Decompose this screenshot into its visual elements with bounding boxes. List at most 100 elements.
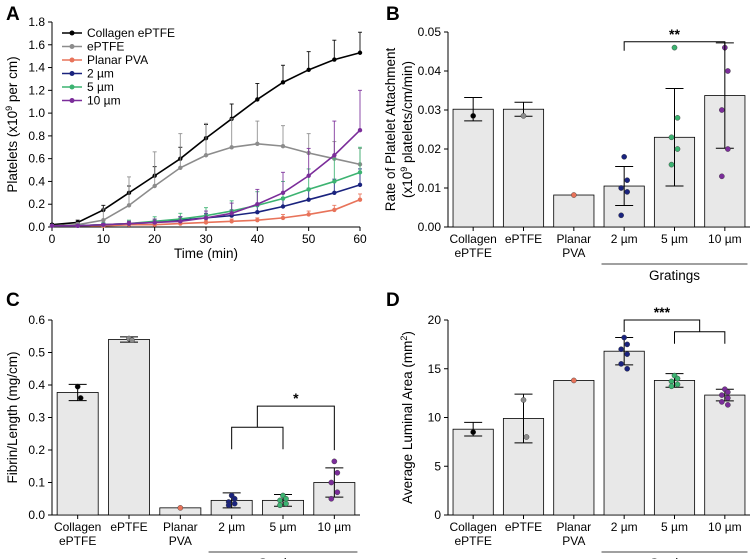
b-data-point [668, 134, 675, 141]
d-y-tick-label: 20 [428, 313, 442, 327]
b-bar [553, 194, 595, 228]
a-data-point [332, 179, 337, 184]
d-bar-group-1 [502, 393, 545, 516]
b-bar-group-5 [704, 42, 746, 228]
a-data-point [357, 50, 363, 55]
c-data-point [334, 469, 341, 476]
a-y-tick-label: 1.6 [28, 38, 45, 52]
b-x-tick-label-0-line2: ePTFE [454, 246, 491, 260]
a-data-point [332, 153, 337, 158]
a-x-tick-label: 40 [251, 232, 265, 246]
b-x-tick-label-3: 2 µm [611, 232, 638, 246]
c-data-point [74, 383, 81, 390]
panel-letter-a: A [6, 4, 20, 25]
c-data-point [231, 495, 238, 502]
c-data-point [77, 395, 84, 401]
a-data-point [332, 190, 337, 196]
panel-letter-b: B [386, 4, 400, 25]
a-legend-marker [69, 30, 75, 36]
d-data-point [674, 381, 681, 388]
a-data-point [306, 187, 311, 192]
d-data-point [674, 375, 681, 382]
b-data-point [671, 44, 678, 51]
a-x-tick-label: 60 [353, 232, 367, 246]
b-data-point [624, 189, 630, 195]
a-data-point [280, 190, 286, 196]
a-y-axis-label: Platelets (x109 per cm) [4, 56, 20, 192]
c-sig-bracket [256, 405, 335, 451]
a-data-point [280, 143, 286, 149]
a-data-point [306, 197, 311, 202]
c-y-tick-label: 0.4 [28, 378, 45, 392]
c-sig-label: * [293, 390, 299, 406]
a-legend-marker [69, 98, 75, 103]
d-y-tick-label: 5 [434, 459, 441, 473]
c-y-tick-label: 0.2 [28, 443, 45, 457]
a-data-point [203, 215, 209, 221]
b-data-point [618, 185, 624, 191]
d-x-tick-label-0: Collagen [449, 520, 496, 534]
c-x-tick-label-0: Collagen [54, 520, 101, 534]
d-y-tick-label: 10 [428, 411, 442, 425]
b-y-axis-label-line2: (x109 platelets/cm/min) [399, 61, 415, 198]
a-x-tick-label: 20 [148, 232, 162, 246]
a-y-axis-label-tail: per cm) [5, 56, 20, 106]
d-sig-bracket [623, 319, 701, 332]
b-y-tick-label: 0.01 [418, 181, 442, 195]
a-data-point [357, 170, 363, 175]
d-bar [553, 380, 595, 516]
a-x-axis-label: Time (min) [174, 246, 238, 261]
a-data-point [306, 173, 311, 178]
c-bar-group-4 [262, 492, 304, 516]
d-y-axis-label-main: Average Luminal Area (mm [400, 341, 415, 504]
b-data-point [719, 173, 725, 180]
a-y-tick-label: 1.2 [28, 83, 45, 97]
b-y-tick-label: 0.05 [418, 25, 442, 39]
a-data-point [306, 212, 311, 217]
d-bar [603, 350, 645, 516]
c-data-point [283, 495, 289, 502]
b-bar-group-1 [502, 101, 545, 228]
b-bar [502, 108, 545, 228]
a-x-tick-label: 50 [302, 232, 316, 246]
d-bar-group-5 [704, 386, 746, 516]
a-data-point [280, 80, 286, 85]
a-y-tick-label: 1.8 [28, 15, 45, 29]
a-data-point [357, 127, 363, 133]
c-y-axis-label: Fibrin/Length (mg/cm) [5, 351, 20, 483]
b-sig-label: ** [669, 26, 680, 42]
c-data-point [225, 502, 232, 509]
a-x-tick-label: 30 [199, 232, 213, 246]
c-x-tick-label-2: Planar [163, 520, 198, 534]
b-data-point [618, 212, 624, 219]
b-data-point [571, 192, 577, 198]
a-legend-label-3: 2 µm [87, 67, 114, 81]
b-data-point [668, 161, 675, 168]
d-bar-group-3 [603, 334, 645, 516]
b-sig-bracket [623, 41, 726, 51]
b-x-tick-label-2: Planar [556, 232, 591, 246]
a-data-point [203, 220, 209, 225]
c-x-tick-label-2-line2: PVA [169, 534, 192, 548]
a-data-point [255, 141, 260, 147]
a-data-point [332, 207, 337, 213]
d-y-axis-label-sup: 2 [399, 336, 409, 341]
b-x-tick-label-1: ePTFE [505, 232, 542, 246]
c-x-tick-label-0-line2: ePTFE [59, 534, 96, 548]
a-data-point [49, 223, 55, 229]
d-data-point [523, 434, 530, 440]
b-x-tick-label-5: 10 µm [708, 232, 742, 246]
a-y-tick-label: 1.0 [28, 106, 45, 120]
a-legend-marker [69, 84, 75, 90]
panel-letter-c: C [6, 290, 20, 311]
a-data-point [332, 57, 337, 62]
panel-letter-d: D [386, 290, 400, 311]
a-legend-label-0: Collagen ePTFE [87, 26, 175, 40]
a-y-tick-label: 0.8 [28, 129, 45, 143]
c-data-point [231, 500, 238, 507]
c-x-tick-label-1: ePTFE [110, 520, 147, 534]
a-legend-label-2: Planar PVA [87, 53, 148, 67]
c-data-point [283, 500, 289, 507]
b-data-point [470, 113, 476, 119]
a-legend-marker [69, 57, 75, 63]
